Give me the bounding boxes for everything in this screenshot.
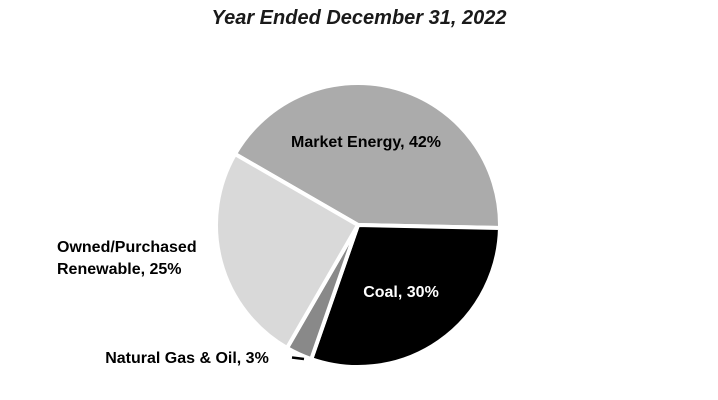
pie-label-owned-purchased-renewable-line2: Renewable, 25% [57, 261, 182, 278]
pie-label-owned-purchased-renewable: Owned/Purchased Renewable, 25% [57, 237, 197, 281]
pie-label-market-energy: Market Energy, 42% [291, 134, 441, 151]
pie-slice-owned-purchased-renewable [214, 151, 361, 351]
leader-line-natural-gas-oil [291, 356, 305, 361]
pie-label-owned-purchased-renewable-line1: Owned/Purchased [57, 239, 197, 256]
pie-label-coal: Coal, 30% [363, 284, 439, 301]
pie-label-natural-gas-oil: Natural Gas & Oil, 3% [105, 350, 269, 367]
pie-slices [214, 80, 503, 369]
chart-title: Year Ended December 31, 2022 [211, 7, 507, 29]
pie-slice-coal [308, 222, 503, 369]
